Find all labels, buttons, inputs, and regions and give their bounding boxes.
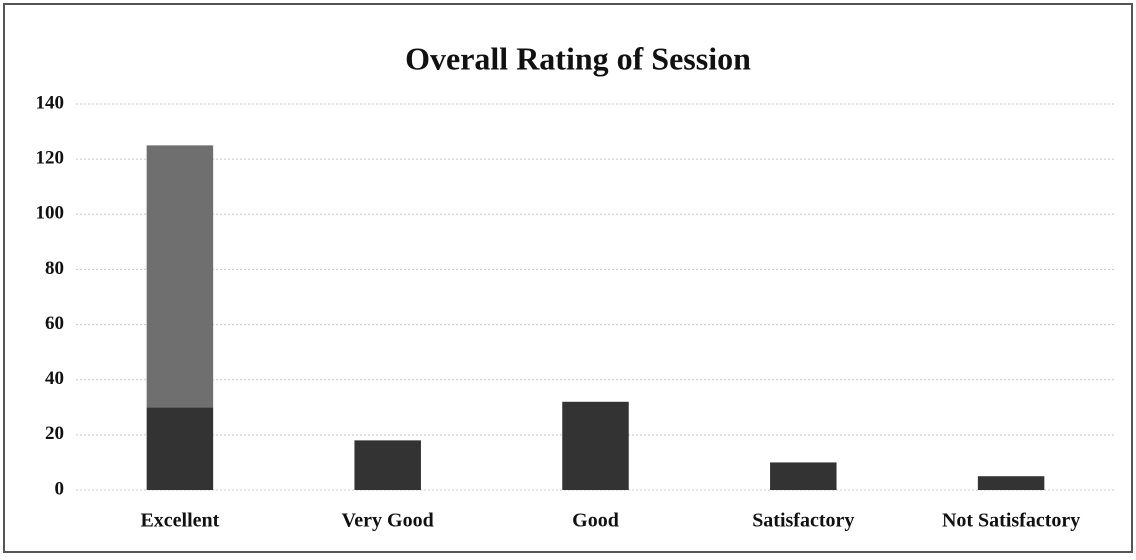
bar-segment [146,407,214,490]
y-tick-label: 20 [45,423,64,444]
x-tick-label: Very Good [342,510,434,532]
chart-title: Overall Rating of Session [405,40,751,76]
y-tick-label: 140 [36,92,65,113]
y-tick-label: 120 [36,148,65,169]
x-tick-label: Satisfactory [752,510,854,532]
y-tick-label: 60 [45,313,64,334]
bar-segment [770,462,837,490]
y-tick-label: 80 [45,258,64,279]
y-tick-label: 100 [36,203,65,224]
bar-segment [146,145,214,408]
bar-segment [977,476,1045,490]
y-tick-label: 0 [55,478,65,499]
x-tick-label: Excellent [140,510,219,532]
y-tick-label: 40 [45,368,64,389]
x-tick-label: Not Satisfactory [942,510,1080,532]
x-tick-label: Good [572,510,619,532]
bar-segment [354,440,421,490]
bar-segment [562,401,629,490]
